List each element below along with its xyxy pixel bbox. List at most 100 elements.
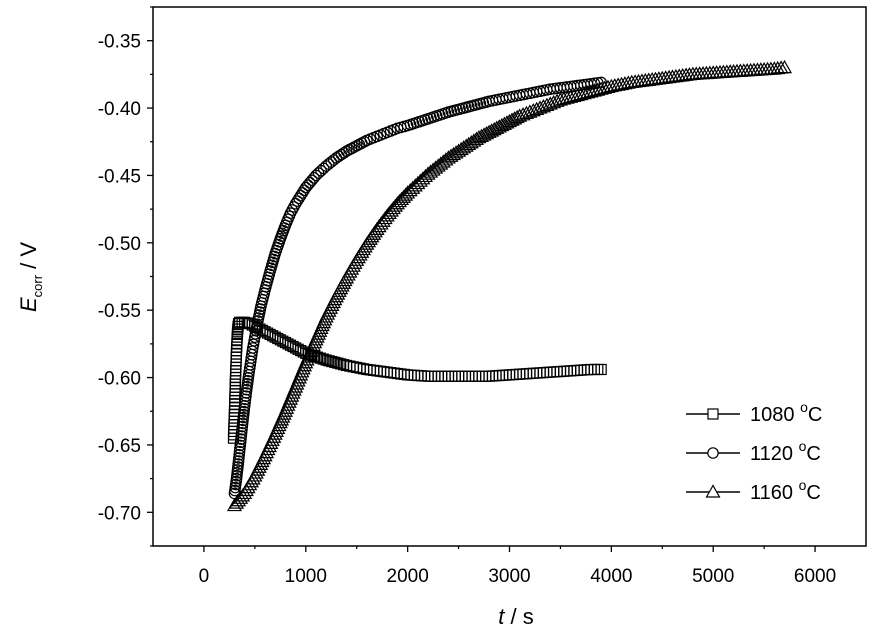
y-axis-variable: E — [16, 297, 41, 312]
triangle-point — [443, 148, 459, 162]
triangle-point — [549, 93, 565, 107]
triangle-point — [410, 175, 426, 190]
legend-entry: 1160 oC — [686, 477, 821, 504]
y-tick-label: -0.50 — [98, 234, 141, 255]
y-tick-label: -0.70 — [98, 503, 141, 524]
triangle-point — [448, 145, 464, 159]
triangle-point — [563, 89, 579, 103]
triangle-point — [453, 141, 469, 156]
x-axis-unit: / s — [504, 604, 533, 629]
y-axis-unit: / V — [16, 242, 41, 275]
triangle-point — [529, 101, 545, 116]
axis-ticks — [147, 6, 816, 552]
triangle-point — [412, 173, 428, 187]
tick-labels: 0 1000 2000 3000 4000 5000 6000 -0.35 -0.40 -0.45… — [98, 32, 837, 587]
triangle-point — [504, 112, 520, 126]
triangle-point — [535, 98, 551, 113]
triangle-point — [597, 80, 613, 94]
triangle-point — [391, 193, 408, 208]
triangle-point — [556, 91, 572, 105]
legend-label: 1160 oC — [750, 477, 821, 504]
x-tick-label: 2000 — [387, 566, 429, 587]
square-point — [317, 353, 329, 365]
triangle-point — [559, 90, 575, 104]
triangle-point — [522, 104, 538, 118]
triangle-point — [415, 171, 431, 185]
triangle-point — [586, 83, 602, 97]
y-tick-label: -0.65 — [98, 436, 141, 457]
square-point — [320, 354, 332, 366]
square-point — [326, 355, 338, 368]
triangle-point — [539, 97, 555, 111]
square-point — [595, 363, 607, 376]
triangle-point — [593, 81, 609, 95]
x-axis-title: t / s — [498, 604, 533, 629]
y-tick-label: -0.45 — [98, 166, 141, 187]
triangle-point — [590, 82, 606, 96]
legend: 1080 oC 1120 oC 1160 oC — [686, 399, 822, 504]
square-point — [329, 356, 341, 368]
triangle-point — [546, 94, 562, 109]
triangle-point — [407, 178, 423, 192]
y-axis-title: Ecorr / V — [16, 242, 45, 312]
triangle-point — [417, 168, 433, 183]
triangle-point — [569, 87, 585, 102]
square-point — [323, 355, 335, 367]
triangle-point — [398, 187, 414, 201]
square-point — [335, 358, 347, 370]
triangle-point — [396, 189, 412, 203]
triangle-point — [532, 100, 548, 114]
x-axis-variable: t — [498, 604, 505, 629]
triangle-point — [580, 85, 596, 99]
triangle-point — [525, 103, 541, 117]
triangle-point — [440, 150, 456, 164]
legend-label: 1080 oC — [750, 399, 822, 426]
triangle-point — [461, 136, 477, 151]
triangle-point — [518, 105, 535, 120]
series-triangle — [226, 59, 793, 512]
triangle-point — [451, 143, 467, 157]
legend-label: 1120 oC — [750, 438, 821, 465]
triangle-point — [394, 191, 410, 206]
triangle-point — [512, 108, 528, 122]
triangle-point — [456, 140, 472, 154]
triangle-point — [400, 185, 416, 199]
x-tick-label: 3000 — [488, 566, 530, 587]
y-axis-subscript: corr — [30, 274, 45, 297]
y-tick-label: -0.35 — [98, 32, 141, 53]
square-point — [332, 357, 344, 369]
legend-marker-circle — [707, 447, 719, 459]
triangle-point — [576, 85, 592, 100]
y-tick-label: -0.60 — [98, 369, 141, 390]
triangle-point — [463, 135, 479, 149]
data-series — [226, 59, 793, 512]
legend-marker-square — [707, 408, 719, 420]
triangle-point — [402, 182, 418, 197]
x-tick-label: 6000 — [794, 566, 836, 587]
y-tick-label: -0.55 — [98, 301, 141, 322]
triangle-point — [458, 138, 474, 152]
legend-entry: 1120 oC — [686, 438, 821, 465]
legend-entry: 1080 oC — [686, 399, 822, 426]
series-circle — [228, 76, 607, 500]
triangle-point — [583, 84, 599, 98]
triangle-point — [515, 107, 531, 121]
square-point — [232, 318, 245, 330]
x-tick-label: 4000 — [590, 566, 632, 587]
triangle-point — [405, 180, 421, 194]
legend-marker-triangle — [705, 484, 721, 498]
triangle-point — [566, 88, 582, 102]
y-tick-label: -0.40 — [98, 99, 141, 120]
triangle-point — [573, 86, 589, 101]
triangle-point — [552, 92, 568, 106]
triangle-point — [445, 146, 462, 161]
triangle-point — [776, 59, 793, 74]
x-tick-label: 1000 — [285, 566, 327, 587]
x-tick-label: 0 — [199, 566, 210, 587]
triangle-point — [389, 196, 405, 210]
plot-frame — [152, 6, 867, 547]
triangle-point — [542, 96, 558, 110]
x-tick-label: 5000 — [692, 566, 734, 587]
